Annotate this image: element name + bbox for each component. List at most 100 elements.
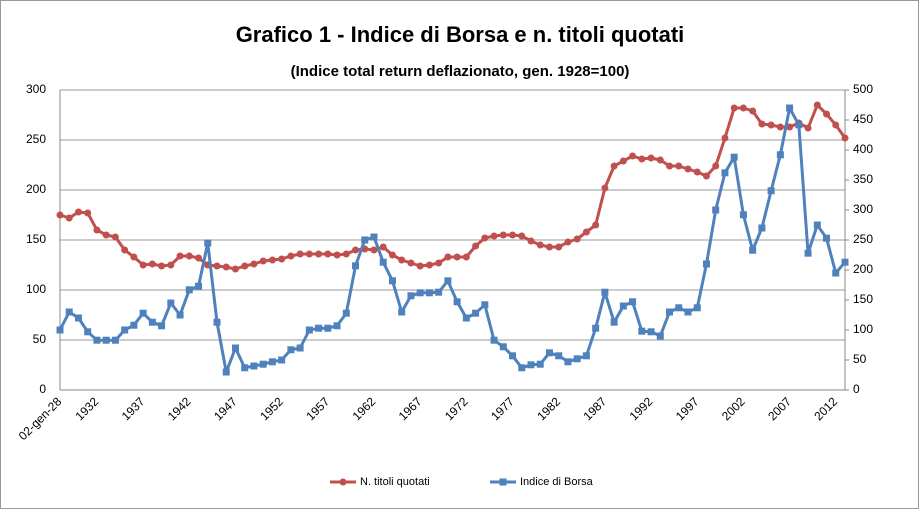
marker [324,324,332,332]
marker [481,301,489,309]
legend-label: N. titoli quotati [360,476,430,488]
marker [619,157,627,165]
marker [444,253,452,261]
marker [185,252,193,260]
marker [315,250,323,258]
marker [213,318,221,326]
marker [786,123,794,131]
marker [527,237,535,245]
y-tick-label: 100 [26,282,46,296]
marker [758,120,766,128]
marker [102,231,110,239]
marker [121,326,129,334]
marker [296,344,304,352]
marker [453,253,461,261]
chart-subtitle: (Indice total return deflazionato, gen. … [291,63,630,80]
marker [287,346,295,354]
legend-marker [339,478,347,486]
marker [776,123,784,131]
marker [702,172,710,180]
marker [398,256,406,264]
marker [767,187,775,195]
marker [536,241,544,249]
marker [555,352,563,360]
marker [749,246,757,254]
marker [139,309,147,317]
marker [619,302,627,310]
marker [675,304,683,312]
marker [786,104,794,112]
y2-tick-label: 50 [853,352,867,366]
marker [823,110,831,118]
y2-tick-label: 200 [853,262,873,276]
marker [776,151,784,159]
marker [158,322,166,330]
marker [158,262,166,270]
marker [352,246,360,254]
marker [379,258,387,266]
marker [684,308,692,316]
marker [278,255,286,263]
marker [324,250,332,258]
marker [693,168,701,176]
marker [721,134,729,142]
marker [675,162,683,170]
marker [268,358,276,366]
marker [388,251,396,259]
y-tick-label: 0 [39,382,46,396]
marker [804,249,812,257]
marker [93,226,101,234]
marker [407,292,415,300]
marker [518,364,526,372]
marker [545,243,553,251]
marker [702,260,710,268]
marker [472,242,480,250]
marker [167,261,175,269]
marker [545,349,553,357]
y-tick-label: 50 [33,332,47,346]
marker [536,360,544,368]
y2-tick-label: 450 [853,112,873,126]
marker [305,250,313,258]
marker [425,289,433,297]
marker [121,246,129,254]
y-tick-label: 200 [26,182,46,196]
marker [647,328,655,336]
marker [195,254,203,262]
marker [749,107,757,115]
marker [74,314,82,322]
marker [666,308,674,316]
legend-label: Indice di Borsa [520,476,594,488]
marker [111,336,119,344]
marker [656,156,664,164]
marker [555,243,563,251]
marker [472,309,480,317]
y2-tick-label: 150 [853,292,873,306]
marker [564,238,572,246]
marker [379,243,387,251]
marker [416,262,424,270]
marker [231,344,239,352]
marker [444,277,452,285]
marker [832,121,840,129]
marker [130,321,138,329]
marker [629,152,637,160]
marker [739,211,747,219]
marker [268,256,276,264]
marker [425,261,433,269]
marker [315,324,323,332]
marker [647,154,655,162]
marker [305,326,313,334]
marker [398,308,406,316]
marker [573,235,581,243]
marker [739,104,747,112]
marker [176,311,184,319]
marker [84,328,92,336]
marker [813,221,821,229]
marker [758,224,766,232]
marker [130,253,138,261]
marker [813,101,821,109]
marker [767,121,775,129]
marker [250,362,258,370]
